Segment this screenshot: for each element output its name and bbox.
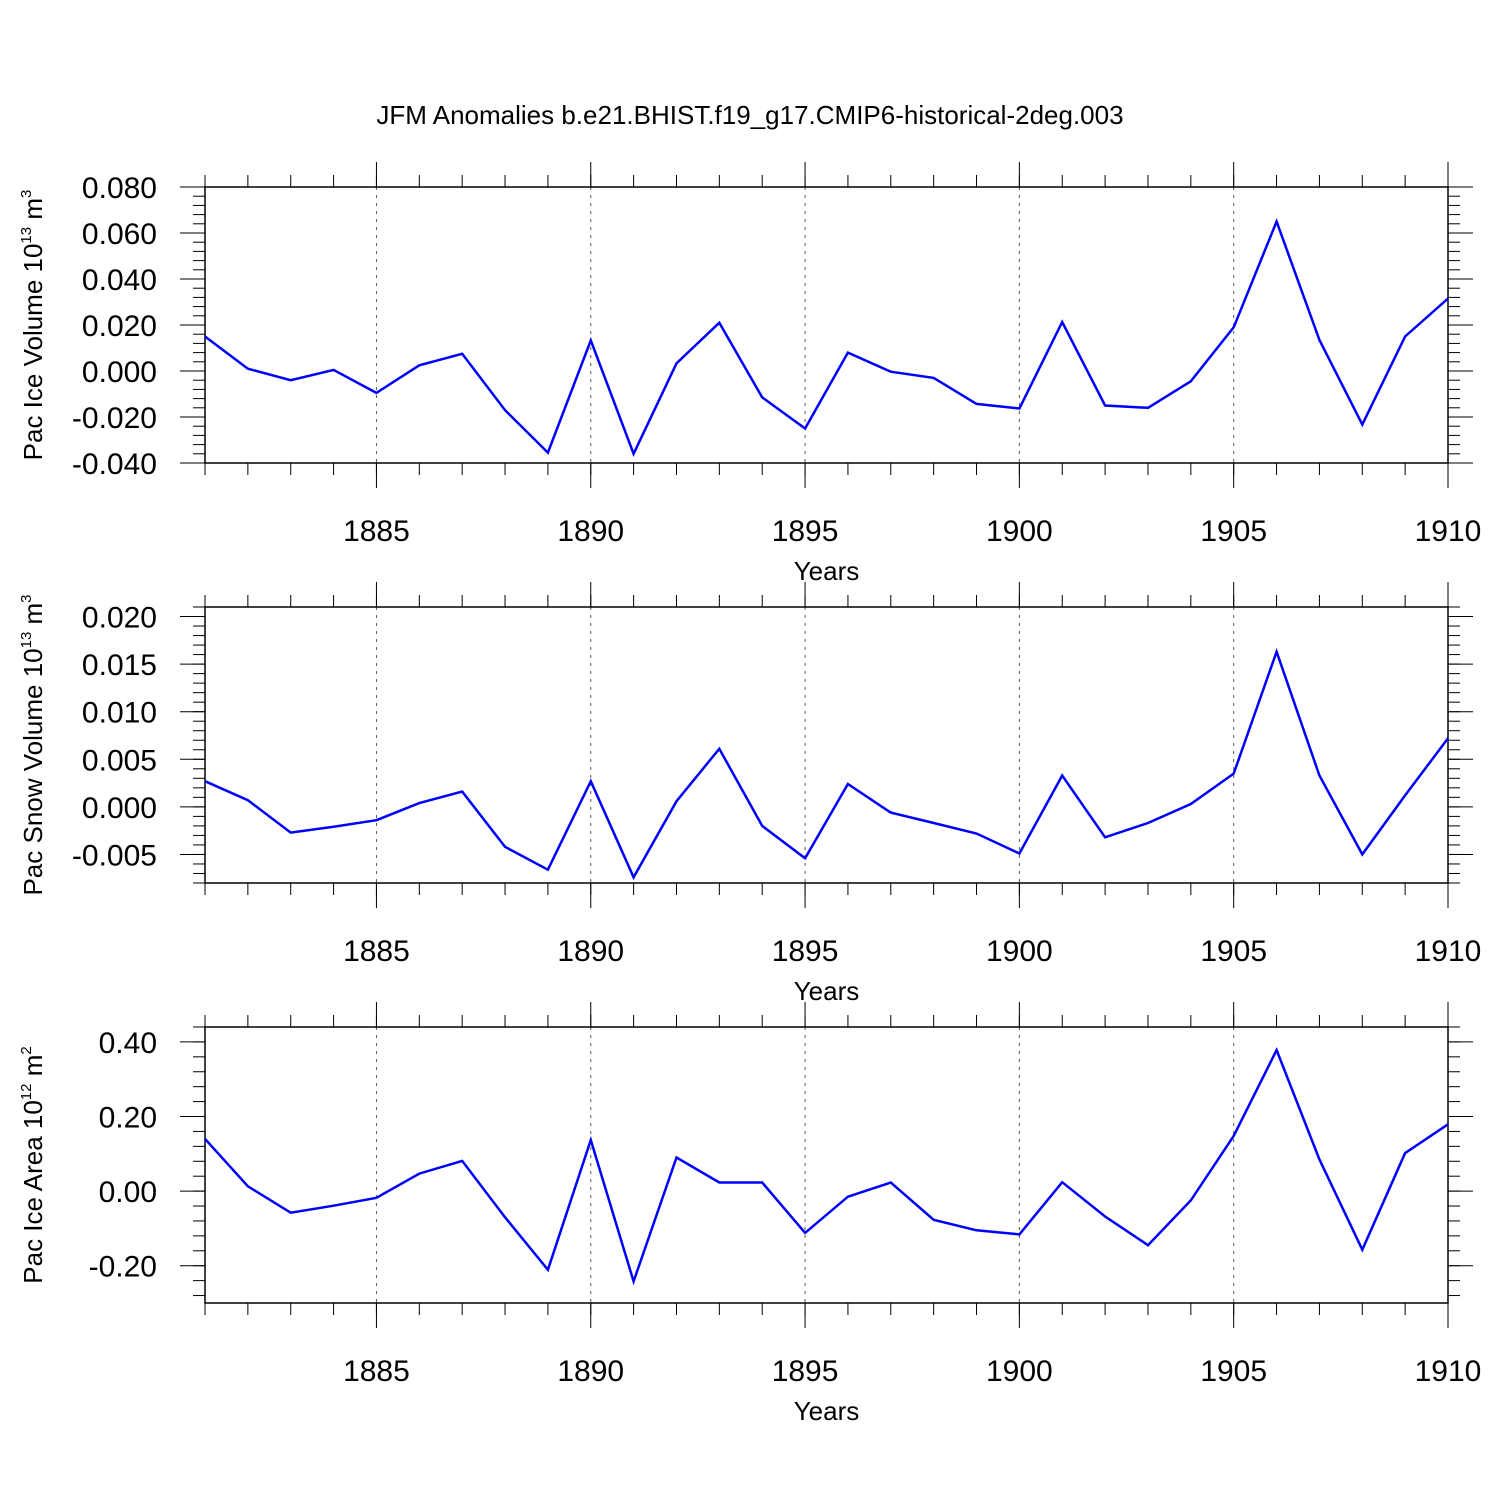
y-tick-label: -0.020: [72, 402, 157, 435]
y-axis-title: Pac Ice Area 1012 m2: [18, 1046, 48, 1283]
y-tick-label: 0.40: [99, 1027, 157, 1060]
panel-3: -0.20 0.00 0.20 0.40 1885 1890 1895 1900 1905 191…: [18, 1002, 1481, 1426]
x-tick-label: 1895: [772, 515, 839, 548]
y-tick-label: 0.020: [82, 310, 157, 343]
y-tick-label: -0.005: [72, 839, 157, 872]
x-tick-label: 1885: [343, 935, 410, 968]
x-tick-label: 1910: [1415, 515, 1482, 548]
y-tick-label: 0.000: [82, 792, 157, 825]
x-tick-label: 1890: [557, 515, 624, 548]
x-axis-title: Years: [794, 556, 860, 586]
plot-frame: [204, 186, 1449, 464]
panel-1: -0.040 -0.020 0.000 0.020 0.040 0.060 0.080 188…: [18, 162, 1481, 586]
y-tick-label: 0.000: [82, 356, 157, 389]
x-tick-label: 1905: [1200, 935, 1267, 968]
y-tick-label: -0.040: [72, 448, 157, 481]
x-tick-label: 1890: [557, 935, 624, 968]
x-tick-label: 1905: [1200, 515, 1267, 548]
y-axis-title: Pac Ice Volume 1013 m3: [18, 190, 48, 461]
x-tick-label: 1905: [1200, 1355, 1267, 1388]
plot-frame: [204, 1026, 1449, 1304]
y-tick-label: 0.080: [82, 172, 157, 205]
x-tick-label: 1895: [772, 935, 839, 968]
chart-panels: -0.040 -0.020 0.000 0.020 0.040 0.060 0.080 188…: [18, 162, 1481, 1426]
x-tick-label: 1900: [986, 515, 1053, 548]
y-tick-label: 0.010: [82, 697, 157, 730]
y-tick-label: 0.060: [82, 218, 157, 251]
y-tick-label: 0.040: [82, 264, 157, 297]
y-axis-title: Pac Snow Volume 1013 m3: [18, 594, 48, 895]
series-line: [204, 647, 1449, 881]
x-tick-label: 1900: [986, 935, 1053, 968]
x-tick-label: 1910: [1415, 935, 1482, 968]
x-axis-title: Years: [794, 976, 860, 1006]
series-line: [204, 1047, 1449, 1286]
x-tick-label: 1895: [772, 1355, 839, 1388]
x-tick-label: 1885: [343, 515, 410, 548]
panel-2: -0.005 0.000 0.005 0.010 0.015 0.020 1885 1890 1…: [18, 582, 1481, 1006]
series-line: [204, 218, 1449, 457]
y-tick-label: 0.020: [82, 602, 157, 635]
y-tick-label: 0.20: [99, 1102, 157, 1135]
chart-title: JFM Anomalies b.e21.BHIST.f19_g17.CMIP6-…: [376, 100, 1123, 130]
x-tick-label: 1885: [343, 1355, 410, 1388]
y-tick-label: 0.005: [82, 744, 157, 777]
y-tick-label: -0.20: [89, 1251, 157, 1284]
x-tick-label: 1890: [557, 1355, 624, 1388]
y-tick-label: 0.015: [82, 649, 157, 682]
plot-frame: [204, 606, 1449, 884]
x-tick-label: 1910: [1415, 1355, 1482, 1388]
x-tick-label: 1900: [986, 1355, 1053, 1388]
x-axis-title: Years: [794, 1396, 860, 1426]
y-tick-label: 0.00: [99, 1176, 157, 1209]
